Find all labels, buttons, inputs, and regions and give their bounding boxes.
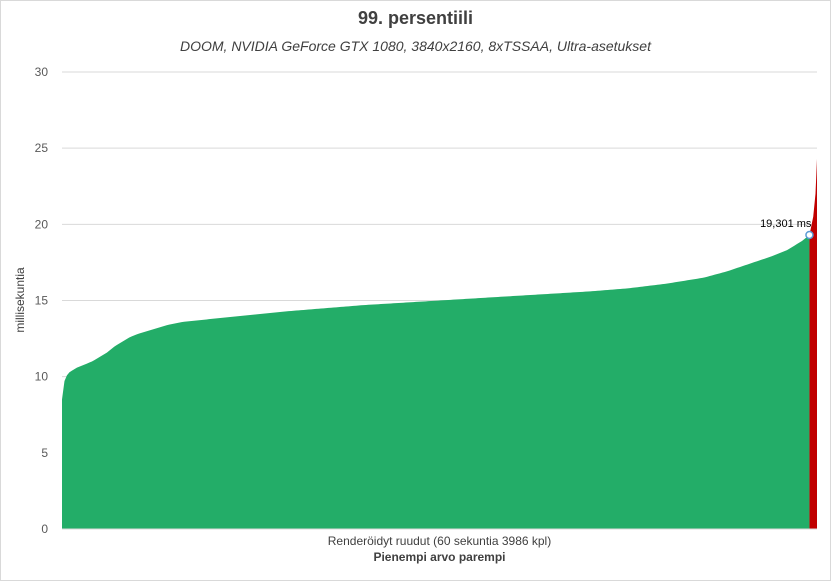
series-area-main	[62, 234, 810, 530]
percentile-marker	[805, 230, 814, 240]
series-area-above-percentile	[809, 158, 817, 529]
y-tick-label-10: 10	[35, 370, 49, 384]
percentile-label: 19,301 ms	[760, 218, 812, 230]
y-tick-label-5: 5	[41, 446, 48, 460]
y-tick-label-0: 0	[41, 522, 48, 536]
chart-subtitle: DOOM, NVIDIA GeForce GTX 1080, 3840x2160…	[179, 38, 651, 54]
x-axis-label: Renderöidyt ruudut (60 sekuntia 3986 kpl…	[327, 534, 552, 548]
x-axis-note: Pienempi arvo parempi	[373, 550, 506, 564]
chart-title: 99. persentiili	[357, 8, 474, 28]
y-tick-label-20: 20	[35, 217, 49, 231]
y-tick-label-30: 30	[35, 65, 49, 79]
y-tick-label-25: 25	[35, 141, 49, 155]
y-tick-label-15: 15	[35, 294, 49, 308]
